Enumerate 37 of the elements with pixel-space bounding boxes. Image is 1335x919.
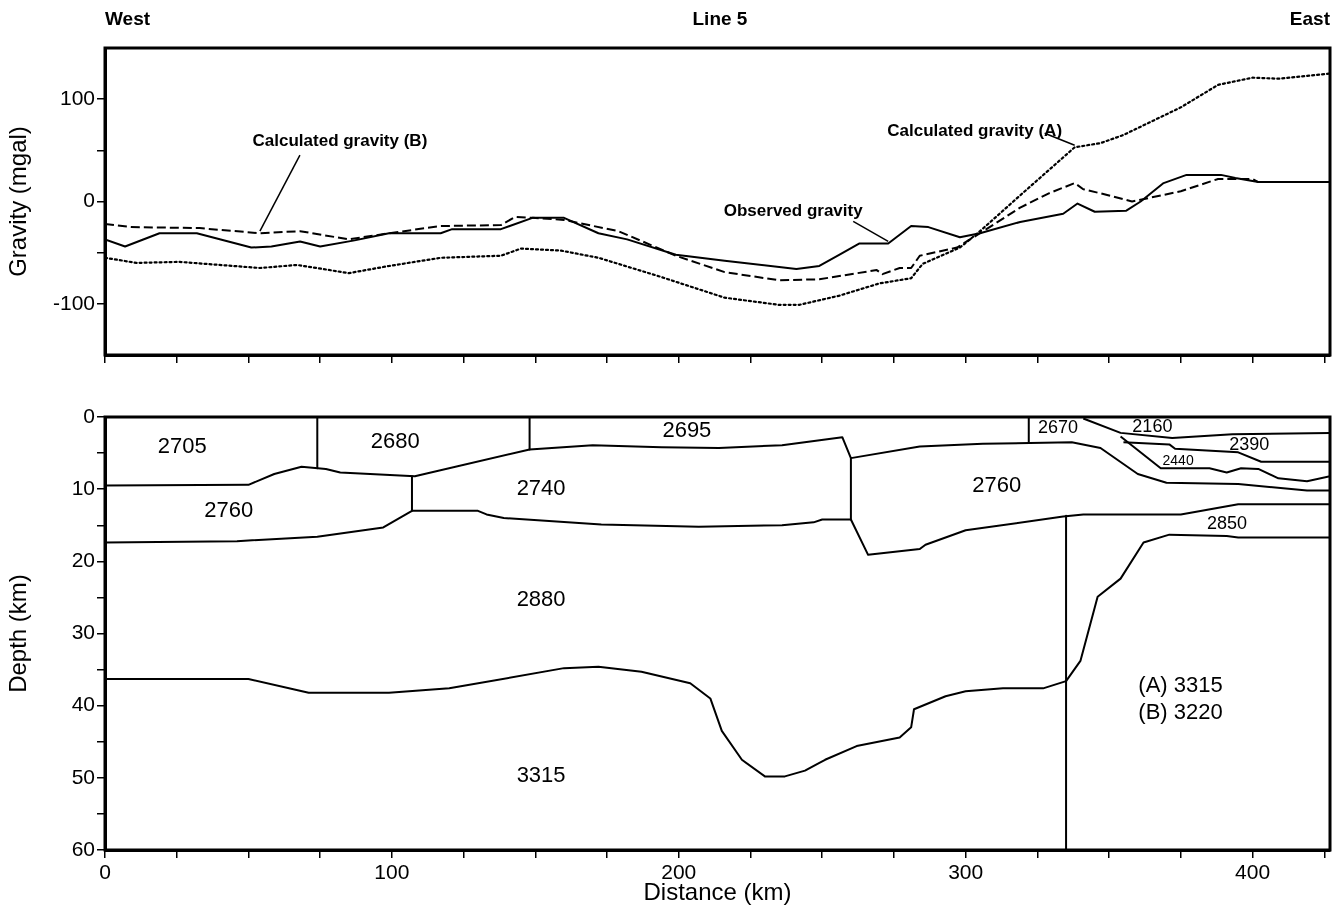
text: West <box>105 8 151 30</box>
chart-title: Line 5 <box>692 8 748 30</box>
text: East <box>1289 8 1330 30</box>
annotation: (B) 3220 <box>1138 698 1223 724</box>
y-tick-label: 50 <box>71 764 95 788</box>
annotation: 2760 <box>204 497 254 523</box>
y-tick-label: 20 <box>71 548 95 572</box>
x-tick-label: 100 <box>374 860 410 884</box>
annotation: 2160 <box>1132 415 1173 436</box>
annotation: 2705 <box>157 433 207 459</box>
y-tick-label: 0 <box>83 188 95 212</box>
annotation: 2390 <box>1229 434 1270 455</box>
x-tick-label: 300 <box>948 860 984 884</box>
y-tick-label: 100 <box>59 85 95 109</box>
x-tick-label: 0 <box>99 860 111 884</box>
y-tick-label: 30 <box>71 620 95 644</box>
annotation: 2670 <box>1038 416 1079 437</box>
annotation: 2680 <box>370 427 420 453</box>
y-axis-title: Depth (km) <box>4 574 32 693</box>
series-label: Observed gravity <box>723 201 864 221</box>
annotation: (A) 3315 <box>1138 672 1223 698</box>
annotation: 2695 <box>662 416 712 442</box>
x-tick-label: 400 <box>1235 860 1271 884</box>
annotation: 2740 <box>516 474 566 500</box>
y-tick-label: -100 <box>52 290 95 314</box>
annotation: 2760 <box>972 472 1022 498</box>
annotation: 3315 <box>516 761 566 787</box>
y-axis-title: Gravity (mgal) <box>4 126 32 277</box>
annotation: 2850 <box>1207 512 1248 533</box>
y-tick-label: 60 <box>71 836 95 860</box>
y-tick-label: 0 <box>83 403 95 427</box>
annotation: 2440 <box>1162 452 1194 469</box>
annotation: 2880 <box>516 586 566 612</box>
text: Calculated gravity (B) <box>252 130 428 150</box>
y-tick-label: 40 <box>71 692 95 716</box>
series-label: Calculated gravity (A) <box>887 120 1063 140</box>
y-tick-label: 10 <box>71 475 95 499</box>
